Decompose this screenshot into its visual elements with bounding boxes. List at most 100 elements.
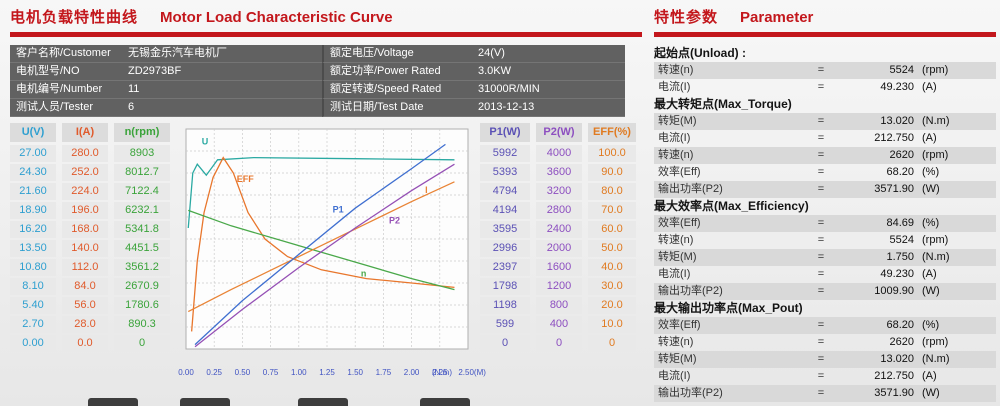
param-row: 转矩(M) = 13.020 (N.m) (654, 351, 996, 368)
axis-tick: 8012.7 (114, 164, 170, 181)
parameter-section-title: 特性参数 Parameter (654, 6, 996, 30)
axis-tick: 3600 (536, 164, 582, 181)
equals-sign: = (817, 217, 825, 229)
param-section-title: 最大转矩点(Max_Torque) (654, 97, 792, 111)
axis-tick: 28.0 (62, 316, 108, 333)
param-row: 电流(I) = 212.750 (A) (654, 368, 996, 385)
param-label: 输出功率(P2) (658, 183, 723, 195)
axis-header-n: n(rpm) (114, 123, 170, 142)
param-row: 转速(n) = 5524 (rpm) (654, 62, 996, 79)
x-axis-tick: 1.00 (291, 368, 307, 377)
axis-tick: 0 (536, 335, 582, 352)
info-label: 额定电压/Voltage (322, 45, 472, 63)
parameter-sections: 起始点(Unload) : 转速(n) = 5524 (rpm) 电流(I) = 49.230… (654, 45, 996, 402)
axis-tick: 1780.6 (114, 297, 170, 314)
bottom-button-stub[interactable] (298, 398, 348, 406)
bottom-button-stub[interactable] (88, 398, 138, 406)
curve-label-n: n (361, 268, 367, 278)
axis-tick: 4451.5 (114, 240, 170, 257)
axis-tick: 8903 (114, 145, 170, 162)
info-label: 测试日期/Test Date (322, 99, 472, 117)
axis-tick: 27.00 (10, 145, 56, 162)
equals-sign: = (817, 234, 825, 246)
param-unit: (A) (922, 370, 937, 382)
x-axis-tick: 2.25 (432, 368, 448, 377)
param-unit: (%) (922, 166, 940, 178)
axis-tick: 2670.9 (114, 278, 170, 295)
param-unit: (rpm) (922, 234, 949, 246)
param-label: 转速(n) (658, 149, 694, 161)
x-axis-tick: 0.00 (178, 368, 194, 377)
axis-tick: 112.0 (62, 259, 108, 276)
param-label: 效率(Eff) (658, 319, 701, 331)
bottom-button-stub[interactable] (420, 398, 470, 406)
bottom-button-stub[interactable] (180, 398, 230, 406)
axis-tick: 10.0 (588, 316, 636, 333)
axis-tick: 2.70 (10, 316, 56, 333)
param-unit: (N.m) (922, 353, 950, 365)
axis-tick: 0.00 (10, 335, 56, 352)
x-axis-labels: (N.m) 0.00 0.25 0.50 0.75 1.00 1.25 1.50 1.75 2.… (178, 366, 486, 392)
left-axis-columns: U(V) 27.00 24.30 21.60 18.90 16.20 13.50 10.80 8… (10, 123, 176, 354)
axis-tick: 20.0 (588, 297, 636, 314)
param-value: 84.69 (886, 217, 914, 229)
param-row: 输出功率(P2) = 1009.90 (W) (654, 283, 996, 300)
axis-header-U: U(V) (10, 123, 56, 142)
axis-tick: 1798 (480, 278, 530, 295)
param-value: 68.20 (886, 166, 914, 178)
axis-tick: 3200 (536, 183, 582, 200)
axis-tick: 4000 (536, 145, 582, 162)
axis-tick: 1600 (536, 259, 582, 276)
parameter-title-en: Parameter (740, 9, 814, 26)
info-value: 11 (122, 81, 322, 99)
param-row: 转矩(M) = 13.020 (N.m) (654, 113, 996, 130)
param-value: 1.750 (886, 251, 914, 263)
equals-sign: = (817, 336, 825, 348)
axis-tick: 21.60 (10, 183, 56, 200)
info-value: 24(V) (472, 45, 625, 63)
axis-tick: 56.0 (62, 297, 108, 314)
equals-sign: = (817, 319, 825, 331)
right-axis-columns: P1(W) 5992 5393 4794 4194 3595 2996 2397 1798 119… (480, 123, 636, 354)
curve-title-en: Motor Load Characteristic Curve (160, 9, 393, 26)
curve-label-EFF: EFF (237, 174, 255, 184)
curve-title-underline (10, 32, 642, 37)
axis-tick: 5.40 (10, 297, 56, 314)
equals-sign: = (817, 370, 825, 382)
axis-tick: 1200 (536, 278, 582, 295)
axis-tick: 0 (480, 335, 530, 352)
axis-tick: 2000 (536, 240, 582, 257)
axis-tick: 30.0 (588, 278, 636, 295)
axis-header-P2: P2(W) (536, 123, 582, 142)
axis-header-I: I(A) (62, 123, 108, 142)
equals-sign: = (817, 353, 825, 365)
equals-sign: = (817, 166, 825, 178)
info-value: 3.0KW (472, 63, 625, 81)
param-label: 效率(Eff) (658, 217, 701, 229)
curve-section: 电机负载特性曲线 Motor Load Characteristic Curve… (10, 6, 642, 392)
equals-sign: = (817, 64, 825, 76)
param-unit: (W) (922, 183, 940, 195)
param-row: 效率(Eff) = 68.20 (%) (654, 317, 996, 334)
axis-tick: 80.0 (588, 183, 636, 200)
curve-section-title: 电机负载特性曲线 Motor Load Characteristic Curve (10, 6, 642, 30)
axis-tick: 70.0 (588, 202, 636, 219)
param-row: 电流(I) = 212.750 (A) (654, 130, 996, 147)
param-value: 5524 (889, 234, 914, 246)
curve-label-I: I (425, 185, 428, 195)
axis-tick: 6232.1 (114, 202, 170, 219)
axis-tick: 4194 (480, 202, 530, 219)
x-axis-tick: 0.75 (262, 368, 279, 377)
param-label: 电流(I) (658, 81, 691, 93)
info-value: 无锡金乐汽车电机厂 (122, 45, 322, 63)
axis-tick: 60.0 (588, 221, 636, 238)
param-value: 2620 (889, 149, 914, 161)
axis-tick: 84.0 (62, 278, 108, 295)
param-label: 转速(n) (658, 336, 694, 348)
info-table: 客户名称/Customer 无锡金乐汽车电机厂 额定电压/Voltage 24(V) 电… (10, 45, 625, 117)
info-label: 电机型号/NO (10, 63, 122, 81)
axis-tick: 0.0 (62, 335, 108, 352)
axis-tick: 800 (536, 297, 582, 314)
curve-P2 (194, 163, 455, 348)
